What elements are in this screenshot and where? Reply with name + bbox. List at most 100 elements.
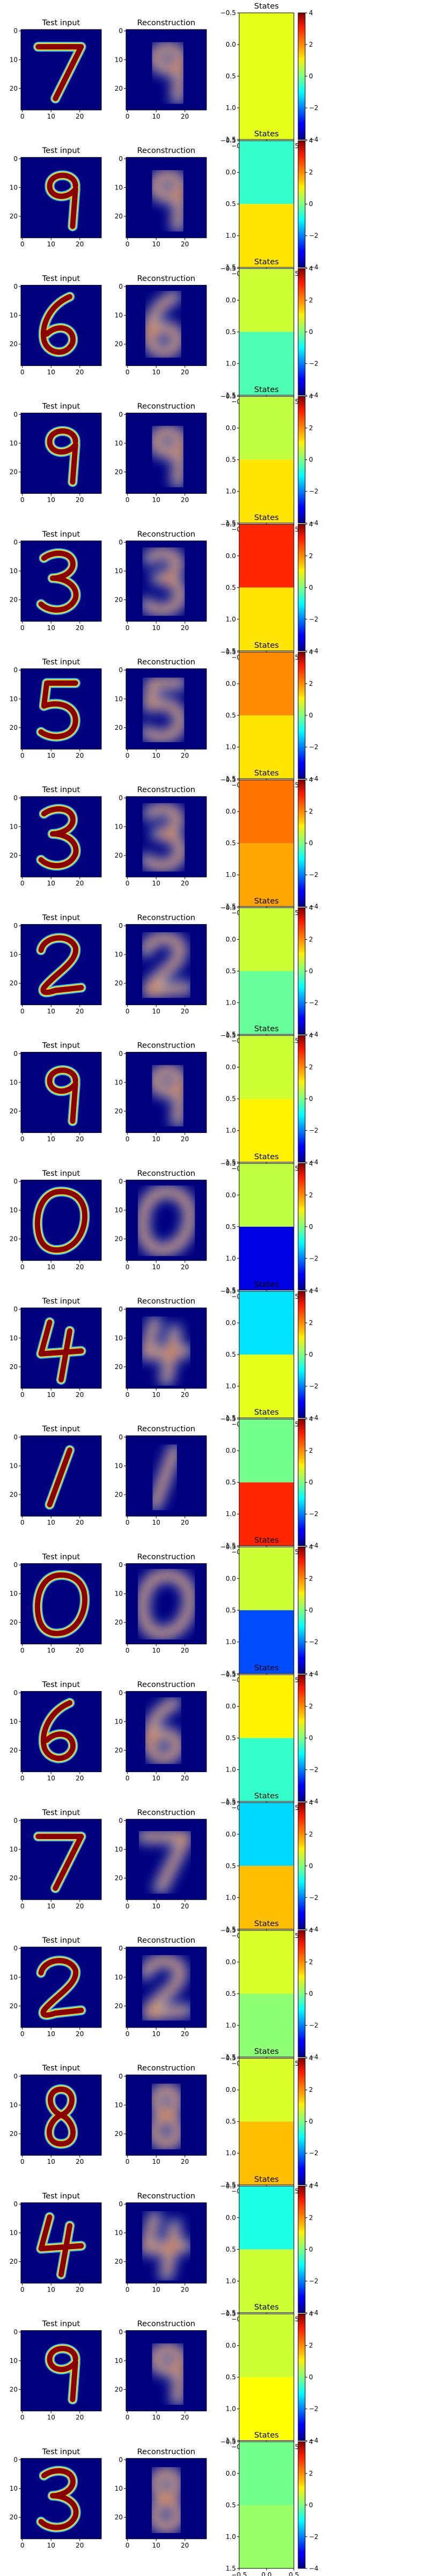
states-y-tick-label: 0.0 [226, 1447, 236, 1454]
y-tick-label: 0 [119, 155, 123, 163]
reconstruction-panel-title: Reconstruction [137, 1681, 196, 1689]
digit-core [47, 1067, 78, 1124]
x-tick-label: 10 [152, 880, 160, 887]
x-tick-label: 20 [76, 2414, 84, 2421]
y-tick-label: 20 [115, 2002, 123, 2010]
x-tick-label: 20 [181, 496, 189, 504]
axes-frame [20, 2458, 102, 2540]
y-tick-label: 0 [13, 2200, 18, 2208]
digit-core [38, 2468, 79, 2530]
colorbar-tick-label: 0 [309, 200, 313, 208]
x-tick-label: 0 [125, 240, 130, 248]
reconstruction-panel-title: Reconstruction [137, 147, 196, 155]
colorbar-tick-label: 2 [309, 680, 313, 687]
x-tick-label: 20 [76, 1391, 84, 1399]
axes-frame [20, 1180, 102, 1261]
colorbar-tick-label: −4 [309, 2053, 319, 2061]
digit-core [144, 551, 183, 612]
states-title: States [254, 1153, 279, 1161]
colorbar-tick-label: −2 [309, 999, 319, 1006]
colorbar-tick-label: −4 [309, 2309, 319, 2316]
reconstruction-panel-title: Reconstruction [137, 1425, 196, 1433]
colorbar-tick-label: 0 [309, 2118, 313, 2125]
colorbar-tick-label: 4 [309, 904, 313, 911]
digit-core [46, 2086, 76, 2147]
digit-core [152, 45, 183, 101]
x-tick-label: 20 [181, 2286, 189, 2293]
state-cell [239, 524, 294, 588]
test-input-panel-title: Test input [42, 786, 80, 794]
y-tick-label: 20 [115, 213, 123, 220]
y-tick-label: 20 [10, 2002, 18, 2010]
states-y-tick-label: −0.5 [220, 1415, 236, 1423]
x-tick-label: 10 [152, 1775, 160, 1782]
x-tick-label: 20 [181, 1775, 189, 1782]
x-tick-label: 20 [181, 1902, 189, 1910]
digit-strokes [148, 1063, 188, 1128]
y-tick-label: 0 [13, 2456, 18, 2463]
states-y-tick-label: 1.0 [226, 616, 236, 623]
colorbar-tick-label: 0 [309, 2374, 313, 2381]
digit-strokes [36, 678, 80, 742]
states-y-tick-label: 0.5 [226, 1095, 236, 1103]
x-tick-label: 0 [20, 1007, 25, 1015]
test-input-panel: Test input 0 0 10 10 20 20 [10, 402, 102, 504]
x-tick-label: 0 [20, 1902, 25, 1910]
colorbar-tick-label: 0 [309, 584, 313, 591]
figure-row: Test input0010102020Reconstruction001010… [10, 1280, 319, 1428]
test-input-panel-title: Test input [42, 913, 80, 922]
digit-core [38, 1958, 84, 2018]
axes-frame [125, 1563, 207, 1644]
colorbar-tick-label: 0 [309, 1095, 313, 1103]
colorbar-tick-label: 2 [309, 1191, 313, 1199]
states-x-tick-label: 0.0 [261, 2571, 271, 2576]
colorbar-tick-label: 2 [309, 296, 313, 304]
state-cell [239, 141, 294, 204]
colorbar-tick-label: −4 [309, 264, 319, 271]
x-tick-label: 0 [20, 1775, 25, 1782]
states-y-tick-label: −0.5 [220, 2182, 236, 2190]
y-tick-label: 20 [115, 1235, 123, 1243]
digit-core [34, 1572, 88, 1636]
y-tick-label: 10 [115, 567, 123, 575]
states-y-tick-label: 1.0 [226, 2405, 236, 2413]
x-tick-label: 0 [125, 1136, 130, 1143]
test-input-panel-title: Test input [42, 402, 80, 411]
states-y-tick-label: 1.0 [226, 1382, 236, 1390]
reconstruction-panel-title: Reconstruction [137, 913, 196, 922]
y-tick-label: 10 [10, 1973, 18, 1981]
axes-frame [125, 157, 207, 238]
test-input-panel: Test input 0 0 10 10 20 20 [10, 2064, 102, 2165]
y-tick-label: 20 [115, 2385, 123, 2393]
y-tick-label: 0 [119, 1177, 123, 1185]
y-tick-label: 20 [115, 1107, 123, 1115]
colorbar [298, 1291, 306, 1418]
states-y-tick-label: 0.5 [226, 2245, 236, 2253]
x-tick-label: 0 [20, 752, 25, 759]
colorbar-tick-label: −4 [309, 1030, 319, 1038]
y-tick-label: 0 [13, 155, 18, 163]
states-y-tick-label: 1.5 [226, 1542, 236, 1549]
axes-frame [125, 2330, 207, 2412]
axes-frame [20, 1052, 102, 1133]
states-y-tick-label: −0.5 [220, 137, 236, 144]
axes-frame [20, 668, 102, 750]
axes-frame [125, 29, 207, 111]
colorbar [298, 2185, 306, 2313]
digit-core [144, 2214, 189, 2277]
colorbar [298, 2058, 306, 2185]
states-y-tick-label: −0.5 [220, 2054, 236, 2062]
figure-row: Test input0010102020Reconstruction001010… [10, 2431, 319, 2576]
states-y-tick-label: −0.5 [220, 2438, 236, 2446]
y-tick-label: 10 [115, 1079, 123, 1086]
colorbar-tick-label: 0 [309, 967, 313, 975]
y-tick-label: 10 [10, 2485, 18, 2492]
states-y-tick-label: 0.0 [226, 2470, 236, 2477]
digit-strokes [148, 41, 188, 105]
x-tick-label: 0 [20, 1136, 25, 1143]
colorbar [298, 2441, 306, 2569]
colorbar-tick-label: −2 [309, 2149, 319, 2157]
reconstruction-panel: Reconstruction 0 0 10 10 20 20 [115, 19, 207, 120]
x-tick-label: 20 [181, 2414, 189, 2421]
